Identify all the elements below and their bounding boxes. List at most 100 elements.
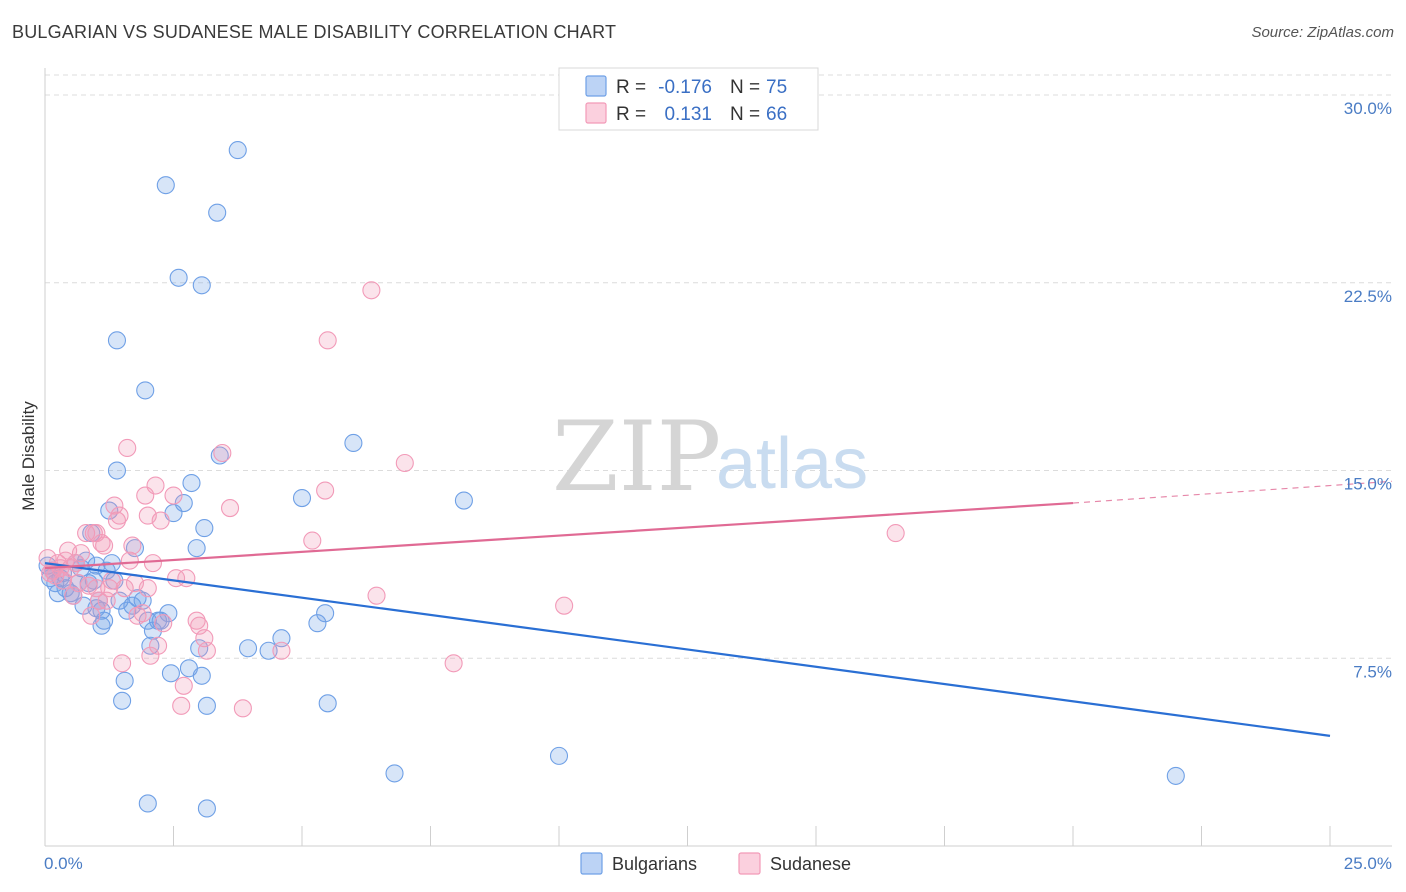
point-bulgarians-25 <box>100 501 119 520</box>
point-sudanese-30 <box>115 579 134 598</box>
point-bulgarians-74 <box>1166 766 1185 785</box>
point-bulgarians-57 <box>195 519 214 538</box>
point-bulgarians-63 <box>238 639 258 658</box>
x-tick-label-0: 0.0% <box>44 854 83 873</box>
point-sudanese-40 <box>141 646 160 665</box>
point-sudanese-60 <box>316 481 335 500</box>
point-sudanese-26 <box>105 496 124 515</box>
point-sudanese-58 <box>272 641 291 660</box>
point-bulgarians-69 <box>318 694 337 713</box>
legend-n-value-sudanese: 66 <box>766 104 787 125</box>
point-sudanese-35 <box>128 606 147 625</box>
point-sudanese-46 <box>164 486 183 505</box>
y-axis-label: Male Disability <box>19 401 38 511</box>
point-bulgarians-65 <box>272 629 291 648</box>
point-bulgarians-38 <box>136 381 155 400</box>
watermark-atlas: atlas <box>716 424 868 504</box>
point-sudanese-33 <box>123 536 142 555</box>
point-bulgarians-29 <box>107 461 127 480</box>
point-bulgarians-46 <box>159 604 178 623</box>
point-bulgarians-44 <box>151 611 170 630</box>
point-bulgarians-58 <box>197 696 216 715</box>
point-sudanese-41 <box>143 554 162 573</box>
x-tick-labels: 0.0% 25.0% <box>44 854 1392 873</box>
y-tick-label-1: 15.0% <box>1344 475 1392 494</box>
point-bulgarians-66 <box>292 488 312 508</box>
point-bulgarians-73 <box>549 746 569 765</box>
point-bulgarians-64 <box>259 641 278 660</box>
point-sudanese-36 <box>133 604 152 623</box>
point-bulgarians-40 <box>138 794 157 813</box>
point-bulgarians-67 <box>308 614 327 633</box>
point-sudanese-51 <box>187 611 206 630</box>
point-bulgarians-61 <box>210 446 229 465</box>
point-bulgarians-55 <box>192 666 211 685</box>
data-points <box>38 141 1185 818</box>
legend-r-label-bulgarians: R = <box>616 77 646 98</box>
point-bulgarians-52 <box>182 473 201 493</box>
series-legend: Bulgarians Sudanese <box>580 852 851 875</box>
point-sudanese-54 <box>197 641 216 660</box>
legend-n-value-bulgarians: 75 <box>766 77 787 98</box>
stats-legend: R = -0.176 N = 75 R = 0.131 N = 66 <box>558 67 819 131</box>
point-sudanese-48 <box>172 696 191 715</box>
point-sudanese-59 <box>303 531 322 550</box>
point-sudanese-44 <box>151 511 170 530</box>
point-sudanese-55 <box>213 443 232 463</box>
watermark-zip: ZIP <box>552 401 721 513</box>
x-tick-label-1: 25.0% <box>1344 854 1392 873</box>
trend-line-bulgarians <box>44 562 1331 737</box>
axes <box>44 68 1392 847</box>
chart-title: BULGARIAN VS SUDANESE MALE DISABILITY CO… <box>12 22 617 42</box>
legend-sudanese-swatch <box>738 852 761 875</box>
point-bulgarians-56 <box>192 276 211 295</box>
point-bulgarians-45 <box>156 176 175 195</box>
point-sudanese-39 <box>138 579 157 598</box>
trend-lines <box>44 480 1393 737</box>
point-sudanese-50 <box>177 569 196 588</box>
point-sudanese-21 <box>92 534 111 553</box>
point-sudanese-65 <box>444 654 463 673</box>
point-sudanese-43 <box>149 636 168 655</box>
point-sudanese-67 <box>886 524 905 543</box>
point-sudanese-27 <box>107 511 127 530</box>
point-bulgarians-28 <box>107 331 127 350</box>
point-sudanese-61 <box>318 331 337 350</box>
trend-line-sudanese <box>44 501 1074 570</box>
point-bulgarians-59 <box>197 799 216 818</box>
point-sudanese-20 <box>89 591 109 610</box>
point-sudanese-56 <box>220 499 240 518</box>
point-bulgarians-17 <box>84 571 103 590</box>
point-sudanese-42 <box>146 476 165 495</box>
trend-line-sudanese-extension <box>1072 480 1393 504</box>
point-sudanese-66 <box>555 596 574 615</box>
grid-lines <box>45 74 1392 659</box>
point-sudanese-32 <box>120 551 139 570</box>
point-sudanese-22 <box>95 536 114 555</box>
point-sudanese-29 <box>113 654 132 673</box>
point-bulgarians-53 <box>187 539 206 558</box>
legend-n-label-sudanese: N = <box>730 104 760 125</box>
point-bulgarians-32 <box>115 671 134 690</box>
point-bulgarians-33 <box>118 601 137 620</box>
point-sudanese-28 <box>110 506 129 525</box>
point-bulgarians-62 <box>228 141 247 160</box>
point-bulgarians-49 <box>169 268 188 287</box>
legend-bulgarians-label: Bulgarians <box>612 854 697 874</box>
point-sudanese-63 <box>367 586 386 605</box>
y-tick-label-3: 30.0% <box>1344 99 1392 118</box>
y-tick-labels: 7.5% 15.0% 22.5% 30.0% <box>1344 99 1392 681</box>
legend-bulgarians-swatch <box>580 852 603 875</box>
point-sudanese-49 <box>174 676 193 695</box>
legend-r-value-bulgarians: -0.176 <box>658 77 712 98</box>
point-bulgarians-41 <box>141 636 160 655</box>
legend-sudanese-label: Sudanese <box>770 854 851 874</box>
point-sudanese-16 <box>82 606 101 625</box>
point-sudanese-14 <box>77 524 96 543</box>
sudanese-swatch <box>585 102 607 124</box>
point-sudanese-57 <box>233 699 252 718</box>
point-sudanese-24 <box>100 579 119 598</box>
watermark: ZIP atlas <box>552 401 868 513</box>
point-sudanese-62 <box>362 281 381 300</box>
